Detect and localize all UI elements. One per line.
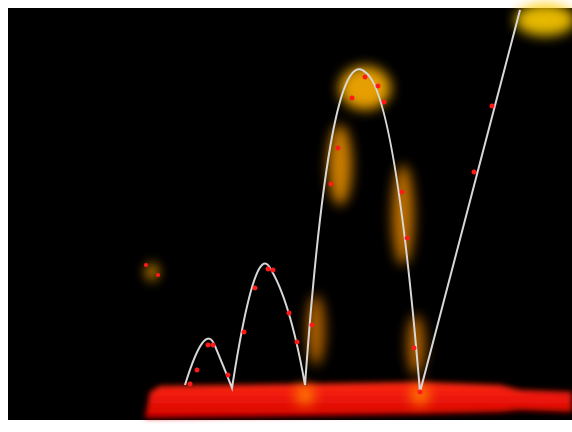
scene [0,0,572,432]
dark-background [8,8,572,420]
page [0,0,572,432]
